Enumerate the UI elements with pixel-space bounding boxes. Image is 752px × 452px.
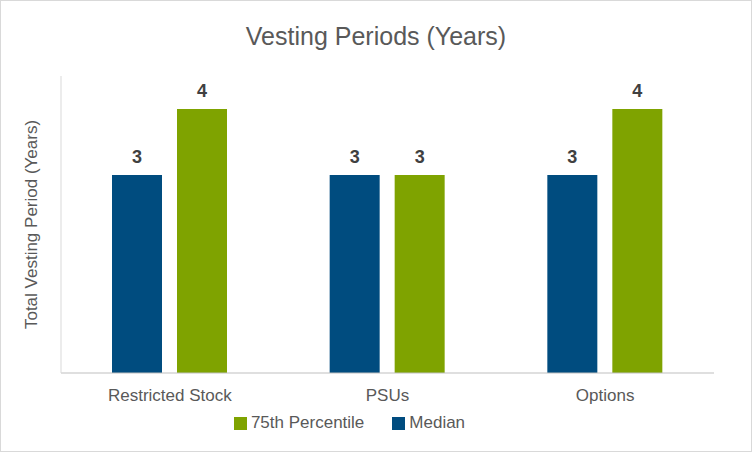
svg-text:PSUs: PSUs	[366, 386, 409, 405]
svg-text:Restricted Stock: Restricted Stock	[108, 386, 232, 405]
html-text:Vesting Periods (Years): Vesting Periods (Years)	[245, 22, 507, 50]
html-text:75th Percentile: 75th Percentile	[250, 413, 365, 432]
svg-text:3: 3	[132, 147, 142, 167]
svg-text:3: 3	[350, 147, 360, 167]
html-text:Median: Median	[409, 413, 466, 432]
svg-text:Total Vesting Period (Years): Total Vesting Period (Years)	[22, 120, 41, 329]
svg-text:4: 4	[197, 81, 207, 101]
svg-text:4: 4	[632, 81, 642, 101]
svg-text:Options: Options	[576, 386, 635, 405]
svg-text:3: 3	[567, 147, 577, 167]
svg-text:3: 3	[415, 147, 425, 167]
